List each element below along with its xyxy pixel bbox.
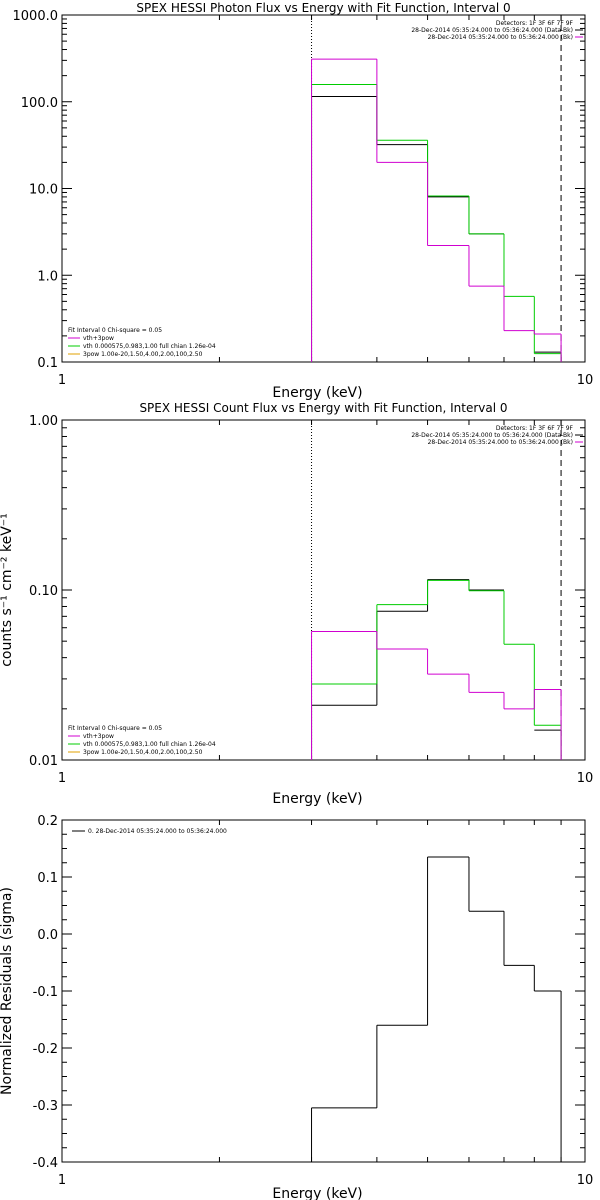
legend-entry: 28-Dec-2014 05:35:24.000 to 05:36:24.000…	[428, 439, 573, 446]
legend-entry: Fit Interval 0 Chi-square = 0.05	[68, 327, 162, 334]
y-tick-label: -0.2	[33, 1042, 58, 1057]
legend-entry: 3pow 1.00e-20,1.50,4.00,2.00,100,2.50	[83, 351, 203, 358]
x-tick-label: 1	[58, 373, 66, 388]
x-tick-label: 10	[577, 1173, 594, 1188]
x-axis-label: Energy (keV)	[272, 791, 362, 807]
x-tick-label: 10	[577, 771, 594, 786]
y-tick-label: 1.0	[37, 269, 58, 284]
series-model	[311, 579, 562, 760]
y-tick-label: -0.3	[33, 1099, 58, 1114]
legend-entry: 28-Dec-2014 05:35:24.000 to 05:36:24.000…	[428, 34, 573, 41]
y-tick-label: 100.0	[21, 96, 58, 111]
chart-panel-1: SPEX HESSI Photon Flux vs Energy with Fi…	[13, 1, 594, 401]
legend-entry: Detectors: 1F 3F 6F 7F 9F	[496, 425, 574, 432]
legend-entry: Fit Interval 0 Chi-square = 0.05	[68, 725, 162, 732]
legend-entry: vth+3pow	[83, 733, 114, 740]
legend-left: Fit Interval 0 Chi-square = 0.05vth+3pow…	[68, 327, 216, 358]
legend-entry: 28-Dec-2014 05:35:24.000 to 05:36:24.000…	[411, 27, 573, 34]
x-tick-label: 10	[577, 373, 594, 388]
legend-entry: Detectors: 1F 3F 6F 7F 9F	[496, 20, 574, 27]
chart-title: SPEX HESSI Count Flux vs Energy with Fit…	[139, 401, 507, 415]
chart-panel-2: SPEX HESSI Count Flux vs Energy with Fit…	[0, 401, 593, 807]
legend-entry: vth 0.000575,0.983,1.00 full chian 1.26e…	[83, 343, 216, 350]
series-data	[311, 95, 562, 362]
series-thermal	[311, 58, 562, 362]
series-data	[311, 579, 562, 760]
y-tick-label: 0.0	[37, 928, 58, 943]
y-tick-label: 0.2	[37, 814, 58, 829]
chart-title: SPEX HESSI Photon Flux vs Energy with Fi…	[136, 1, 510, 15]
x-axis-label: Energy (keV)	[272, 1186, 362, 1200]
series-model	[311, 84, 562, 362]
y-tick-label: -0.1	[33, 985, 58, 1000]
y-axis-label: Normalized Residuals (sigma)	[0, 887, 15, 1095]
y-tick-label: 1.00	[29, 414, 58, 429]
legend-entry: 3pow 1.00e-20,1.50,4.00,2.00,100,2.50	[83, 749, 203, 756]
y-tick-label: 0.1	[37, 871, 58, 886]
y-axis-label: counts s⁻¹ cm⁻² keV⁻¹	[0, 513, 15, 667]
x-tick-label: 1	[58, 771, 66, 786]
legend-left: 0. 28-Dec-2014 05:35:24.000 to 05:36:24.…	[72, 828, 227, 835]
y-tick-label: 10.0	[29, 183, 58, 198]
y-tick-label: -0.4	[33, 1156, 58, 1171]
legend-entry: vth 0.000575,0.983,1.00 full chian 1.26e…	[83, 741, 216, 748]
legend-entry: 28-Dec-2014 05:35:24.000 to 05:36:24.000…	[411, 432, 573, 439]
plot-frame	[61, 14, 586, 363]
x-axis-label: Energy (keV)	[272, 385, 362, 401]
y-tick-label: 1000.0	[13, 9, 59, 24]
series-thermal	[311, 631, 562, 760]
y-tick-label: 0.10	[29, 584, 58, 599]
y-tick-label: 0.1	[37, 356, 58, 371]
plot-frame	[61, 819, 586, 1163]
chart-panel-3: -0.4 -0.3 -0.2 -0.1 0.0 0.1 0.2 1 10 Energy (keV)…	[0, 814, 593, 1200]
legend-entry: vth+3pow	[83, 335, 114, 342]
y-tick-label: 0.01	[29, 754, 58, 769]
legend-left: Fit Interval 0 Chi-square = 0.05vth+3pow…	[68, 725, 216, 756]
series-data	[311, 856, 562, 1162]
x-tick-label: 1	[58, 1173, 66, 1188]
legend-entry: 0. 28-Dec-2014 05:35:24.000 to 05:36:24.…	[88, 828, 227, 835]
